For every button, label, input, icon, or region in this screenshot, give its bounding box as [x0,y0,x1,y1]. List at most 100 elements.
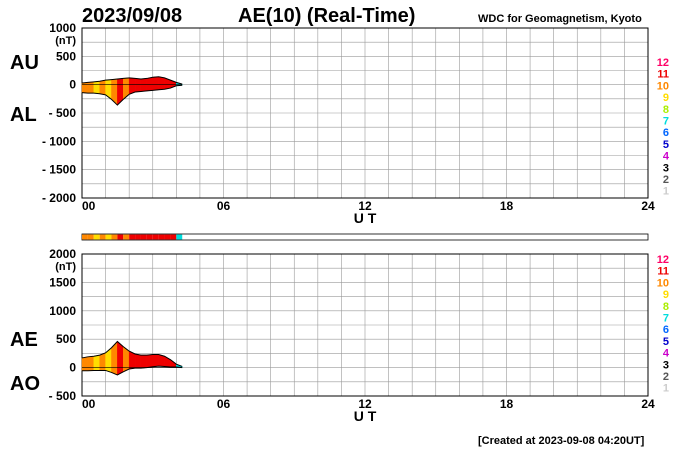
area-segment [128,77,136,95]
x-tick-label: 18 [500,199,514,213]
area-segment [140,354,148,369]
upper-series-line [81,340,183,367]
area-segment [99,79,106,96]
au-al-panel: 1000 500 0 - 500 - 1000 - 1500 - 2000 (nT) 00 06 1… [10,21,655,226]
color-bar-cell [164,234,171,240]
legend-entry: 7 [663,313,669,325]
x-tick-label: 12 [358,199,372,213]
x-tick-label: 00 [82,397,96,411]
legend-entry: 8 [663,301,669,313]
x-tick-label: 00 [82,199,96,213]
legend-entry: 11 [657,266,669,278]
legend-entry: 11 [657,69,669,81]
color-bar-cell [105,234,112,240]
area-segment [134,353,142,369]
unit-label: (nT) [55,261,76,273]
area-segment [93,354,100,371]
color-bar-cell [129,234,136,240]
color-bar-cell [152,234,159,240]
y-tick-label: 1500 [49,275,76,289]
upper-series-line [81,76,183,85]
color-bar-cell [140,234,147,240]
figure-title: AE(10) (Real-Time) [238,5,415,27]
legend-entry: 1 [663,383,669,395]
area-segment [87,355,95,371]
area-segment [123,77,130,100]
x-tick-label: 06 [217,199,231,213]
area-segment [87,81,95,94]
legend-entry: 8 [663,104,669,116]
y-tick-label: 500 [56,49,76,63]
legend-entry: 3 [663,359,669,371]
color-bar-cell [87,234,94,240]
lower-series-name: AO [10,373,40,395]
y-tick-label: - 500 [49,389,77,403]
y-tick-label: - 2000 [42,191,76,205]
legend-entry: 12 [657,57,669,69]
area-segment [146,76,153,92]
color-bar-cell [99,234,106,240]
color-bar-cell [117,234,124,240]
area-segment [105,79,112,100]
x-tick-label: 24 [641,397,655,411]
lower-series-name: AL [10,104,37,126]
legend-entry: 9 [663,92,669,104]
created-timestamp: [Created at 2023-09-08 04:20UT] [478,435,645,447]
unit-label: (nT) [55,35,76,47]
x-tick-label: 06 [217,397,231,411]
date-title: 2023/09/08 [82,5,182,27]
plot-frame [81,253,649,397]
color-bar-cell [82,234,88,240]
legend-entry: 2 [663,174,669,186]
legend-entry: 9 [663,289,669,301]
legend-entry: 10 [657,277,669,289]
legend-entry: 7 [663,116,669,128]
area-segment [93,80,100,95]
legend-entry: 12 [657,254,669,266]
y-tick-label: 0 [69,78,76,92]
color-bar-cell [111,234,118,240]
y-tick-label: - 500 [49,106,77,120]
y-tick-label: 1000 [49,304,76,318]
area-segment [117,340,124,376]
x-axis-label: U T [354,408,377,424]
x-axis-label: U T [354,210,377,226]
area-segment [152,354,159,368]
area-segment [111,78,118,106]
area-segment [134,78,142,93]
legend-entry: 5 [663,139,669,151]
lower-series-line [81,84,183,106]
color-bar-cell [176,234,183,240]
x-tick-label: 18 [500,397,514,411]
area-segment [146,354,153,368]
area-segment [158,76,165,91]
color-bar-cell [158,234,165,240]
color-bar-cell [123,234,130,240]
area-segment [81,356,89,371]
x-tick-label: 12 [358,397,372,411]
legend-entry: 2 [663,371,669,383]
y-tick-label: 2000 [49,247,76,261]
x-tick-label: 24 [641,199,655,213]
lower-series-line [82,365,183,376]
legend-entry: 3 [663,162,669,174]
area-segment [152,76,159,91]
legend-entry: 6 [663,127,669,139]
color-bar-cell [146,234,153,240]
station-color-bar [81,233,649,241]
legend-entry: 5 [663,336,669,348]
area-segment [81,82,89,94]
legend-entry: 1 [663,186,669,198]
y-tick-label: 0 [69,361,76,375]
color-bar-cell [93,234,100,240]
y-tick-label: - 1500 [42,163,76,177]
y-tick-label: 1000 [49,21,76,35]
color-bar-cell [135,234,141,240]
upper-series-name: AU [10,52,39,74]
area-segment [117,78,124,106]
ae-ao-panel: 2000 1500 1000 500 0 - 500 (nT) 00 06 12 18 24 U T AE… [10,247,655,424]
legend-entry: 4 [663,151,670,163]
